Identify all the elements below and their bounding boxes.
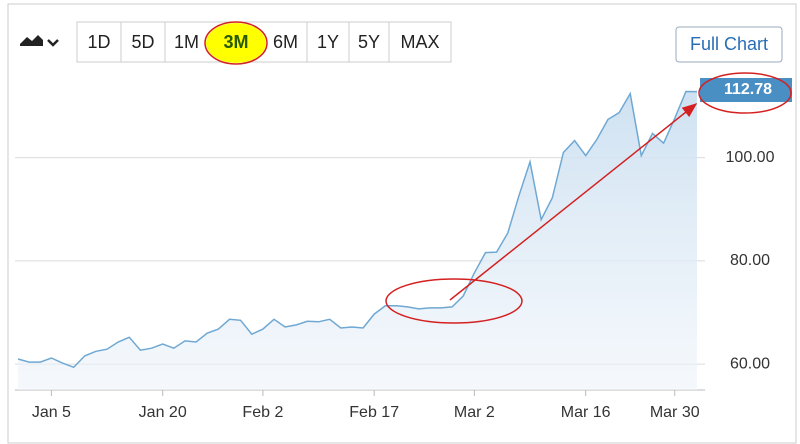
- range-label[interactable]: 5Y: [358, 32, 380, 52]
- x-tick-label: Jan 5: [32, 404, 71, 421]
- x-tick-label: Mar 30: [650, 404, 700, 421]
- price-box: [700, 78, 792, 102]
- range-label[interactable]: 3M: [223, 32, 248, 52]
- x-tick-label: Feb 2: [242, 404, 283, 421]
- annotation-ellipse: [204, 21, 268, 65]
- range-label[interactable]: 6M: [273, 32, 298, 52]
- annotation-ellipse: [385, 278, 523, 324]
- line: [17, 90, 698, 369]
- range-label[interactable]: 1M: [174, 32, 199, 52]
- range-label[interactable]: 1D: [87, 32, 110, 52]
- dropdown-caret[interactable]: [47, 39, 59, 47]
- range-label[interactable]: 5D: [131, 32, 154, 52]
- y-tick-label: 100.00: [726, 149, 775, 166]
- highlight: [206, 23, 266, 63]
- y-tick-label: 80.00: [730, 252, 770, 269]
- x-tick-label: Feb 17: [349, 404, 399, 421]
- x-tick-label: Mar 16: [561, 404, 611, 421]
- area: [18, 91, 697, 390]
- annotation-arrow: [449, 103, 698, 301]
- annotation-ellipse: [698, 72, 792, 114]
- y-tick-label: 60.00: [730, 355, 770, 372]
- range-buttons: 1D 5D 1M 3M 6M 1Y 5Y MAX: [87, 22, 440, 62]
- plot: 60.00 80.00 100.00 Jan 5 Jan 20 Feb 2 Feb 17 Ma…: [15, 90, 775, 421]
- x-tick-label: Mar 2: [454, 404, 495, 421]
- full-chart-button[interactable]: [675, 26, 783, 63]
- chart-type-icon[interactable]: [20, 35, 43, 46]
- full-chart-label[interactable]: Full Chart: [690, 34, 768, 54]
- x-tick-label: Jan 20: [139, 404, 187, 421]
- range-label[interactable]: MAX: [400, 32, 439, 52]
- range-label[interactable]: 1Y: [317, 32, 339, 52]
- last-price: 112.78: [724, 81, 772, 98]
